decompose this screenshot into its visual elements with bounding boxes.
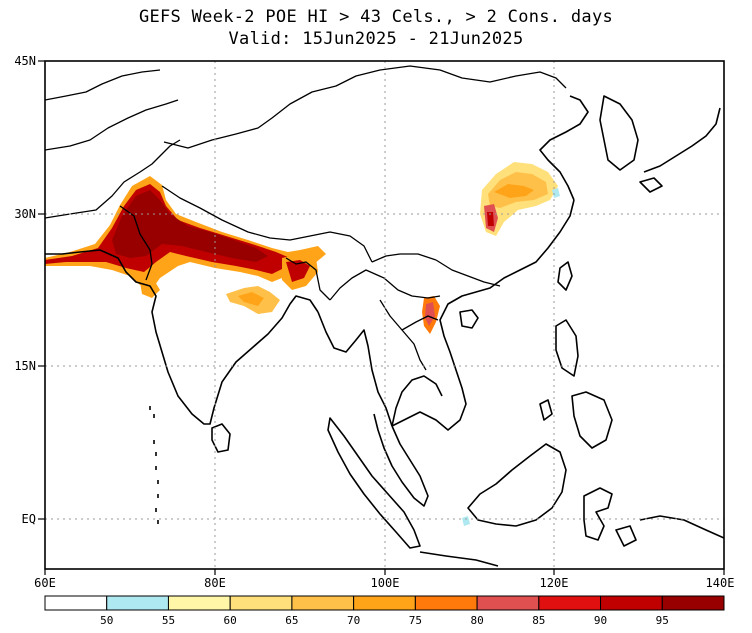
borders — [45, 65, 567, 371]
colorbar: 50 55 60 65 70 75 80 85 90 95 — [44, 595, 725, 627]
colorbar-swatch — [600, 595, 663, 611]
heat-region-gujarat — [140, 280, 160, 298]
lat-label-45n: 45N — [14, 54, 36, 68]
colorbar-label: 80 — [470, 614, 483, 627]
colorbar-swatch — [538, 595, 602, 611]
lon-label-120e: 120E — [540, 576, 569, 590]
colorbar-swatch — [291, 595, 355, 611]
colorbar-label: 50 — [100, 614, 113, 627]
colorbar-swatch — [414, 595, 478, 611]
colorbar-label: 90 — [594, 614, 607, 627]
heat-region-nw-india-peak — [112, 190, 268, 262]
colorbar-label: 95 — [656, 614, 669, 627]
lon-label-140e: 140E — [706, 576, 735, 590]
colorbar-label: 60 — [224, 614, 237, 627]
colorbar-label: 70 — [347, 614, 360, 627]
lon-label-100e: 100E — [371, 576, 400, 590]
lon-label-80e: 80E — [204, 576, 226, 590]
map-title-line2: Valid: 15Jun2025 - 21Jun2025 — [228, 29, 524, 49]
map-title-line1: GEFS Week-2 POE HI > 43 Cels., > 2 Cons.… — [138, 7, 614, 27]
lat-label-15n: 15N — [14, 359, 36, 373]
colorbar-swatch — [44, 595, 108, 611]
lat-label-30n: 30N — [14, 207, 36, 221]
colorbar-label: 75 — [409, 614, 422, 627]
probability-shading — [45, 162, 560, 526]
colorbar-swatch — [229, 595, 293, 611]
colorbar-swatch — [661, 595, 725, 611]
lat-label-eq: EQ — [22, 512, 36, 526]
lon-label-60e: 60E — [34, 576, 56, 590]
colorbar-label: 65 — [285, 614, 298, 627]
colorbar-label: 85 — [532, 614, 545, 627]
colorbar-swatch — [167, 595, 231, 611]
colorbar-swatch — [476, 595, 540, 611]
colorbar-label: 55 — [162, 614, 175, 627]
gridlines — [45, 61, 724, 569]
coastlines — [45, 95, 724, 567]
axis-ticks — [38, 60, 725, 575]
colorbar-swatch — [106, 595, 169, 611]
colorbar-swatch — [353, 595, 416, 611]
